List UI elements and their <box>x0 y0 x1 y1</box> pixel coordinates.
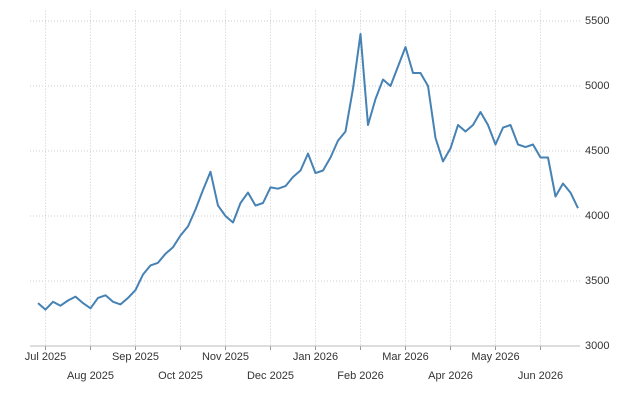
x-tick-label: Mar 2026 <box>382 351 428 363</box>
y-tick-label: 4000 <box>585 210 609 222</box>
x-tick-label: May 2026 <box>471 351 519 363</box>
x-tick-label: Apr 2026 <box>428 370 473 382</box>
y-tick-label: 5000 <box>585 80 609 92</box>
x-tick-label: Feb 2026 <box>337 370 383 382</box>
y-tick-label: 3000 <box>585 340 609 352</box>
x-tick-label: Jan 2026 <box>293 351 338 363</box>
x-tick-label: Sep 2025 <box>112 351 159 363</box>
line <box>37 33 579 311</box>
y-tick-label: 3500 <box>585 275 609 287</box>
y-tick-label: 5500 <box>585 15 609 27</box>
x-tick-label: Oct 2025 <box>158 370 203 382</box>
x-tick-label: Aug 2025 <box>67 370 114 382</box>
y-tick-label: 4500 <box>585 145 609 157</box>
x-tick-label: Nov 2025 <box>202 351 249 363</box>
x-tick-label: Dec 2025 <box>247 370 294 382</box>
x-tick-label: Jun 2026 <box>518 370 563 382</box>
x-tick-label: Jul 2025 <box>25 351 67 363</box>
